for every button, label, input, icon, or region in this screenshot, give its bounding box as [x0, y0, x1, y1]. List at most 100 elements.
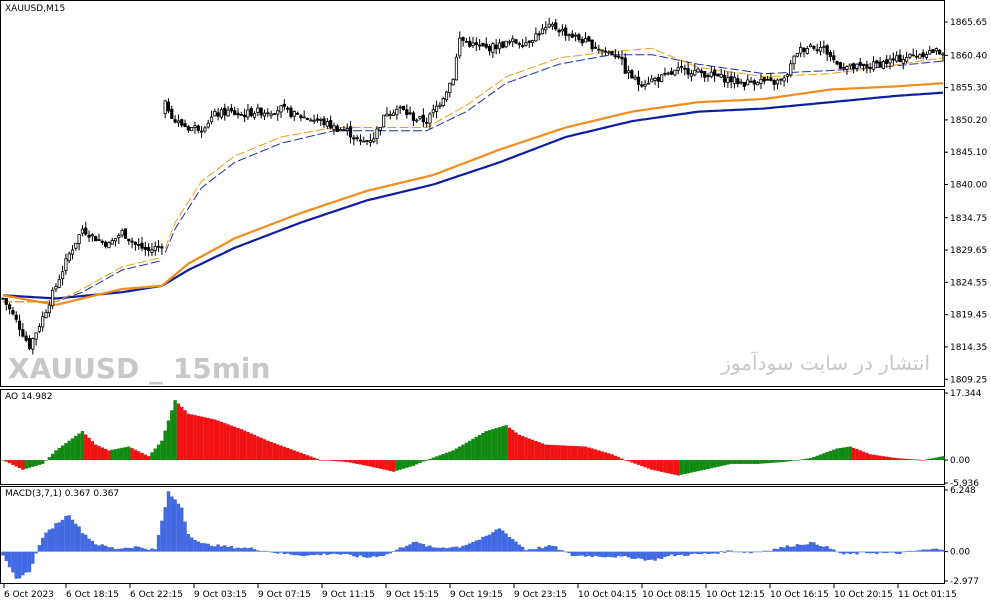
candle-body-down [517, 43, 521, 45]
ao-bar [716, 460, 720, 467]
ao-bar [239, 429, 244, 461]
ao-bar [640, 460, 644, 467]
macd-bar [600, 551, 604, 558]
candle [822, 40, 826, 54]
ao-bar [894, 458, 899, 461]
macd-bar [405, 545, 409, 552]
ao-bar [504, 425, 508, 461]
candle-body-down [196, 125, 200, 131]
ao-bar [732, 460, 737, 464]
ao-bar [775, 460, 780, 463]
candle [229, 104, 233, 114]
macd-bar [137, 546, 141, 552]
ao-bar [246, 432, 250, 461]
candle [299, 113, 303, 122]
candle-body-up [395, 108, 399, 116]
ao-bar [438, 455, 442, 461]
candle-body-up [471, 42, 475, 47]
candle [835, 60, 839, 66]
macd-bar [173, 499, 177, 552]
candle-body-down [865, 64, 869, 68]
candle-body-down [4, 298, 8, 305]
ao-bar [362, 460, 366, 466]
ao-bar [885, 456, 889, 461]
macd-bar [626, 551, 631, 558]
ao-bar [74, 435, 78, 461]
ao-bar [808, 458, 813, 461]
candle [372, 132, 376, 144]
ao-bar [358, 460, 363, 465]
candle-body-down [487, 45, 492, 52]
candle [160, 243, 164, 255]
macd-bar [792, 546, 796, 552]
candle [441, 96, 445, 108]
macd-bar [269, 551, 273, 553]
candle-body-down [630, 70, 634, 79]
candle-body-up [441, 98, 445, 107]
macd-bar [924, 549, 929, 552]
candle [4, 298, 8, 311]
candle-body-up [54, 285, 58, 290]
ma-fast-orange-line [3, 47, 944, 303]
ao-bar [646, 460, 651, 469]
macd-bar [663, 551, 667, 557]
ao-bar [726, 460, 730, 465]
ao-bar [424, 460, 429, 461]
candle-body-down [729, 76, 733, 83]
candle-body-up [709, 71, 713, 77]
candle-body-down [802, 47, 806, 53]
candle [484, 37, 488, 50]
ao-bar [755, 460, 760, 464]
candle-body-up [848, 63, 852, 67]
ao-bar [276, 444, 280, 461]
ao-bar [689, 460, 694, 473]
ao-bar [279, 445, 283, 461]
candle [679, 60, 684, 73]
macd-bar [712, 551, 717, 554]
candle [259, 107, 263, 119]
ao-bar [527, 438, 531, 461]
candle [504, 40, 508, 49]
macd-bar [610, 551, 614, 558]
ao-bar [461, 444, 465, 461]
macd-bar [746, 551, 750, 553]
macd-bar [524, 550, 528, 552]
ao-bar [259, 437, 263, 461]
macd-bar [31, 551, 35, 564]
candle [600, 49, 604, 56]
candle [772, 78, 776, 91]
candle-body-down [832, 55, 836, 61]
macd-bar [216, 544, 220, 552]
ao-bar [299, 452, 303, 461]
candle [8, 302, 12, 315]
candle-body-up [918, 54, 922, 59]
candle [143, 241, 147, 256]
macd-bar [636, 551, 641, 559]
macd-bar [722, 551, 727, 553]
ao-bar [405, 460, 409, 468]
candle [196, 124, 200, 134]
candle-body-down [686, 68, 690, 75]
candle-body-down [272, 113, 277, 115]
candle-body-up [646, 82, 651, 85]
candle-body-down [166, 101, 171, 112]
macd-bar [160, 520, 164, 552]
ao-bar [183, 410, 187, 461]
macd-bar [408, 544, 412, 552]
candle [527, 40, 531, 49]
candle [739, 78, 743, 85]
ao-bar [554, 445, 558, 461]
macd-bar [666, 551, 670, 557]
macd-bar [616, 551, 621, 556]
candle [51, 287, 55, 310]
ao-bar [77, 433, 81, 461]
candle-body-down [11, 310, 15, 315]
candle-body-down [898, 54, 902, 62]
candle-body-down [289, 107, 293, 117]
ao-bar [928, 458, 932, 461]
candle-body-up [530, 40, 535, 44]
ao-bar [686, 460, 690, 474]
candle-body-up [809, 44, 813, 48]
macd-bar [328, 551, 333, 555]
macd-bar [242, 547, 247, 552]
